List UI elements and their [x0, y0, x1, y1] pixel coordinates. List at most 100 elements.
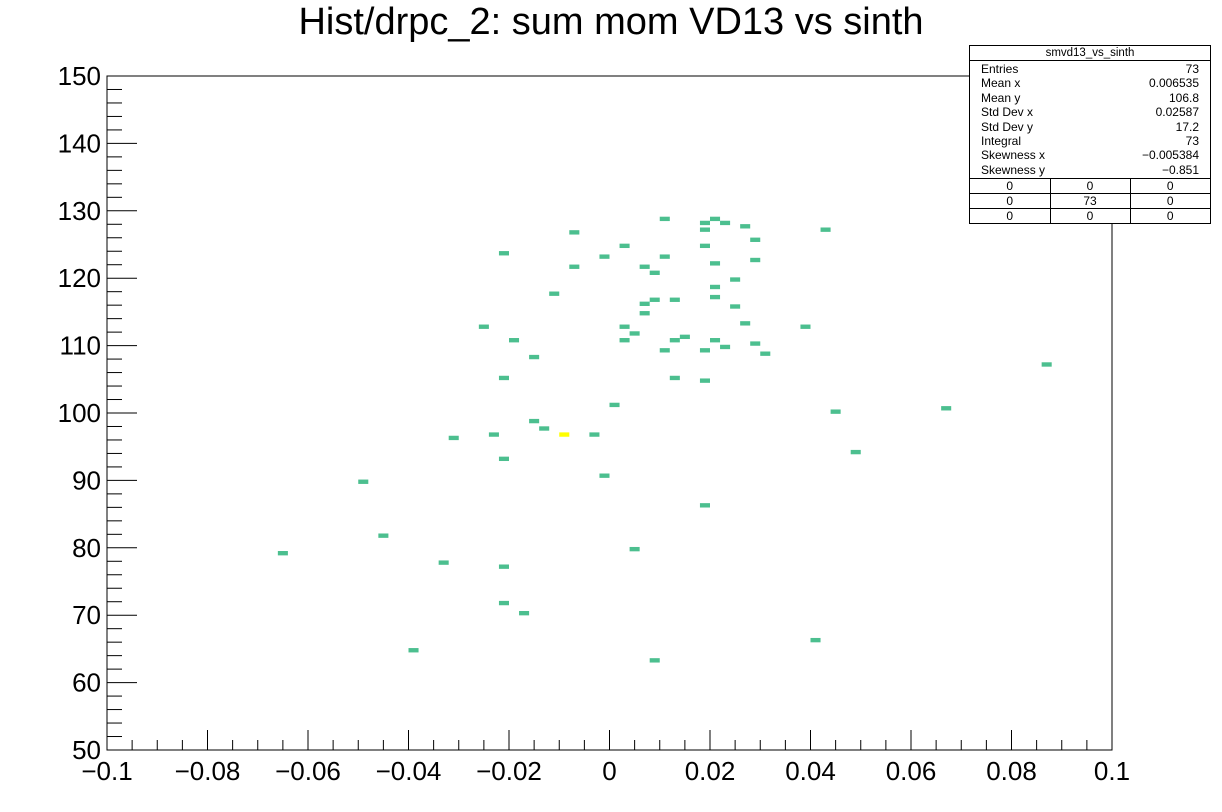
- histogram-cell: [549, 291, 560, 296]
- histogram-cell: [529, 418, 540, 424]
- histogram-cell: [699, 348, 710, 353]
- histogram-cell: [679, 334, 690, 340]
- histogram-cell: [277, 551, 288, 556]
- y-tick-label: 70: [72, 600, 101, 630]
- stats-row: Skewness x −0.005384: [970, 148, 1210, 162]
- stats-overflow-cell: 0: [970, 193, 1051, 210]
- stats-label: Std Dev y: [981, 119, 1034, 134]
- histogram-cell: [629, 331, 640, 336]
- histogram-cell: [649, 658, 660, 663]
- histogram-cell: [710, 338, 721, 343]
- histogram-cell: [498, 375, 509, 381]
- histogram-cell: [720, 344, 731, 350]
- stats-value: 73: [1185, 133, 1199, 148]
- stats-overflow-cell: 0: [1050, 179, 1131, 195]
- histogram-cell-max: [559, 432, 570, 437]
- histogram-cell: [941, 406, 952, 411]
- histogram-cell: [810, 637, 821, 643]
- histogram-cell: [659, 348, 670, 353]
- stats-row: Mean y 106.8: [970, 91, 1210, 105]
- histogram-cell: [609, 402, 620, 408]
- x-tick-label: 0.06: [886, 756, 937, 786]
- stats-overflow-cell: 0: [1130, 179, 1210, 195]
- histogram-cell: [740, 224, 751, 229]
- histogram-cell: [669, 297, 680, 302]
- stats-value: 0.006535: [1148, 76, 1199, 91]
- histogram-cell: [710, 261, 721, 266]
- stats-row: Entries 73: [970, 62, 1210, 76]
- stats-box-title: smvd13_vs_sinth: [970, 46, 1210, 61]
- x-tick-label: −0.06: [275, 756, 341, 786]
- histogram-cell: [699, 503, 710, 508]
- y-tick-label: 90: [72, 465, 101, 495]
- histogram-cell: [599, 473, 610, 478]
- histogram-cell: [699, 243, 710, 249]
- stats-value: −0.005384: [1141, 148, 1199, 163]
- stats-overflow-cell: 0: [1166, 208, 1174, 223]
- stats-row: Std Dev y 17.2: [970, 120, 1210, 134]
- stats-box: smvd13_vs_sinth Entries 73 Mean x 0.006535 M…: [969, 45, 1211, 225]
- x-axis-tick-labels: −0.1 −0.08 −0.06 −0.04 −0.02 0 0.02 0.04 0.06 0.0…: [81, 756, 1130, 786]
- chart-title: Hist/drpc_2: sum mom VD13 vs sinth: [298, 1, 924, 43]
- histogram-cell: [619, 338, 630, 343]
- histogram-cell: [699, 378, 710, 383]
- x-tick-label: 0.08: [986, 756, 1037, 786]
- histogram-cell: [569, 230, 580, 235]
- histogram-cell: [669, 338, 680, 343]
- stats-label: Entries: [981, 62, 1019, 76]
- y-axis-ticks: [107, 75, 137, 751]
- histogram-cell: [730, 304, 741, 309]
- x-tick-label: −0.02: [476, 756, 542, 786]
- histogram-cell: [448, 435, 459, 441]
- stats-overflow-cell: 0: [1130, 193, 1210, 210]
- x-tick-label: 0.02: [685, 756, 736, 786]
- histogram-cell: [750, 341, 761, 346]
- x-tick-label: −0.08: [175, 756, 241, 786]
- histogram-cell: [639, 301, 650, 306]
- plot-frame: [106, 75, 1113, 751]
- stats-overflow-cell: 0: [970, 179, 1051, 195]
- histogram-cell: [629, 546, 640, 552]
- histogram-cell: [408, 648, 419, 653]
- histogram-cell: [438, 560, 449, 565]
- x-tick-label: −0.1: [81, 756, 132, 786]
- histogram-cell: [488, 432, 499, 437]
- histogram-cell: [529, 354, 540, 360]
- stats-label: Skewness x: [981, 148, 1046, 163]
- histogram-cell: [498, 564, 509, 569]
- histogram-cell: [669, 375, 680, 381]
- histogram-cell: [539, 426, 550, 431]
- stats-label: Std Dev x: [981, 105, 1034, 120]
- histogram-cell: [599, 254, 610, 259]
- histogram-cell: [619, 324, 630, 329]
- stats-value: −0.851: [1161, 162, 1199, 177]
- histogram-cell: [659, 254, 670, 259]
- x-tick-label: 0: [602, 756, 616, 786]
- histogram-cell: [478, 324, 489, 329]
- stats-value: 106.8: [1168, 90, 1199, 105]
- histogram-cell: [699, 227, 710, 232]
- x-tick-label: 0.1: [1094, 756, 1130, 786]
- histogram-cell: [659, 216, 670, 222]
- histogram-cell: [509, 338, 520, 343]
- histogram-cell: [820, 227, 831, 232]
- stats-value: 17.2: [1175, 119, 1199, 134]
- histogram-cell: [740, 321, 751, 326]
- histogram-cell: [800, 324, 811, 329]
- stats-overflow-row: 0 73 0: [970, 193, 1210, 210]
- stats-overflow-cell: 0: [1050, 208, 1131, 224]
- y-tick-label: 110: [60, 331, 101, 361]
- stats-row: Std Dev x 0.02587: [970, 105, 1210, 119]
- x-axis-ticks: [106, 730, 1113, 750]
- histogram-cell: [760, 351, 771, 356]
- stats-row: Integral 73: [970, 134, 1210, 148]
- y-tick-label: 50: [72, 735, 101, 765]
- histogram-cell: [639, 264, 650, 269]
- x-tick-label: 0.04: [785, 756, 836, 786]
- histogram-cell: [830, 409, 841, 414]
- histogram-cell: [710, 284, 721, 290]
- histogram-cell: [649, 270, 660, 275]
- y-tick-label: 130: [58, 196, 101, 226]
